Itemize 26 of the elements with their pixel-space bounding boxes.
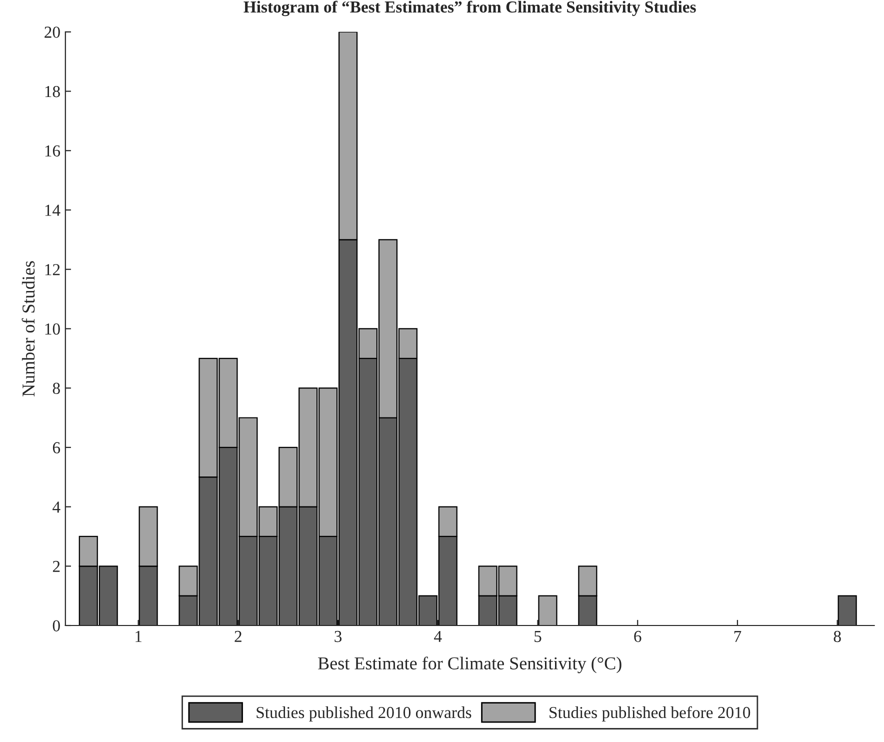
x-tick-label: 4 — [434, 630, 442, 642]
y-tick-label: 4 — [52, 502, 60, 513]
y-tick-label: 20 — [44, 26, 60, 38]
x-tick-label: 2 — [234, 630, 242, 642]
x-tick-label: 3 — [334, 630, 342, 642]
y-tick-label: 12 — [45, 264, 60, 276]
y-tick-label: 16 — [45, 145, 60, 157]
legend-label: Studies published before 2010 — [550, 706, 750, 722]
x-tick-label: 5 — [534, 631, 542, 642]
x-tick-label: 6 — [634, 630, 642, 642]
y-tick-label: 2 — [52, 560, 60, 572]
chart-title: Histogram of “Best Estimates” from Climate Sensitivity Studies — [244, 0, 696, 16]
bar — [538, 595, 558, 626]
y-tick-label: 8 — [52, 382, 60, 394]
y-tick-label: 14 — [45, 204, 60, 216]
x-tick-label: 7 — [734, 631, 742, 642]
y-tick-label: 18 — [45, 86, 60, 98]
bar — [838, 595, 857, 626]
x-tick-label: 8 — [834, 630, 841, 642]
y-tick-label: 10 — [45, 323, 60, 335]
x-tick-label: 1 — [136, 630, 142, 642]
y-tick-label: 0 — [52, 620, 60, 632]
y-axis-title: Number of Studies — [22, 261, 35, 396]
y-tick-label: 6 — [52, 442, 60, 454]
x-axis-title: Best Estimate for Climate Sensitivity (°C) — [318, 656, 622, 674]
legend-label: Studies published 2010 onwards — [256, 706, 472, 722]
